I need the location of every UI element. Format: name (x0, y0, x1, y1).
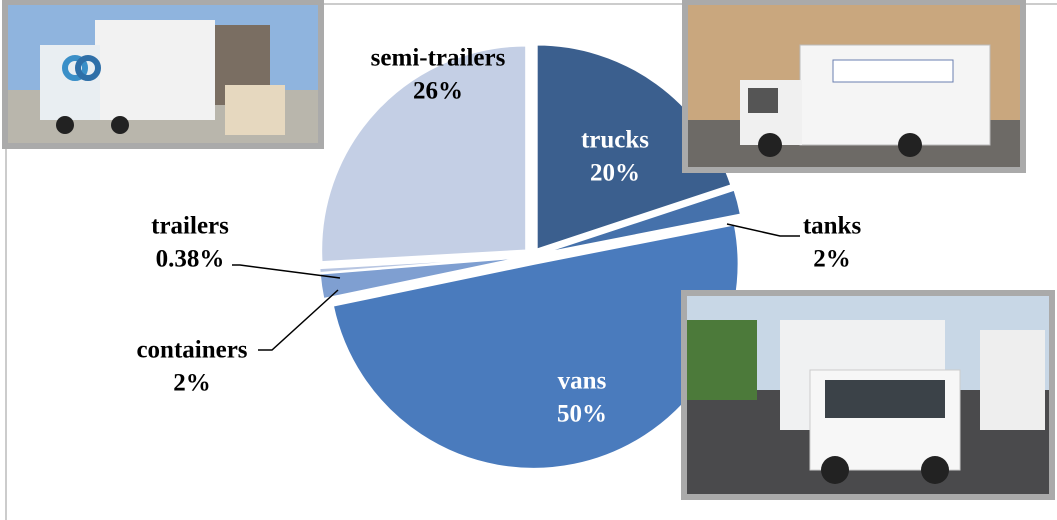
category-label: trucks (581, 127, 649, 154)
category-label: containers (136, 337, 247, 364)
pie-slice (320, 44, 528, 264)
category-label: tanks (803, 213, 862, 240)
value-label: 0.38% (156, 246, 225, 273)
photo-top-right (682, 0, 1026, 173)
leader-line (258, 289, 339, 351)
value-label: 2% (173, 370, 211, 397)
photo-bottom-right (681, 290, 1055, 500)
category-label: vans (558, 368, 607, 395)
pie-slice (331, 223, 740, 470)
labels: trucks 20% tanks 2% vans 50% containers 2% trail… (136, 45, 861, 428)
pie-slice (318, 255, 525, 275)
value-label: 26% (413, 78, 463, 105)
pie (318, 43, 743, 470)
category-label: semi-trailers (371, 45, 506, 72)
value-label: 20% (590, 160, 640, 187)
value-label: 2% (813, 246, 851, 273)
category-label: trailers (151, 213, 229, 240)
value-label: 50% (557, 401, 607, 428)
pie-slice (539, 188, 743, 255)
photo-top-left (2, 0, 324, 149)
leader-line (726, 223, 800, 237)
leader-line (232, 264, 341, 279)
